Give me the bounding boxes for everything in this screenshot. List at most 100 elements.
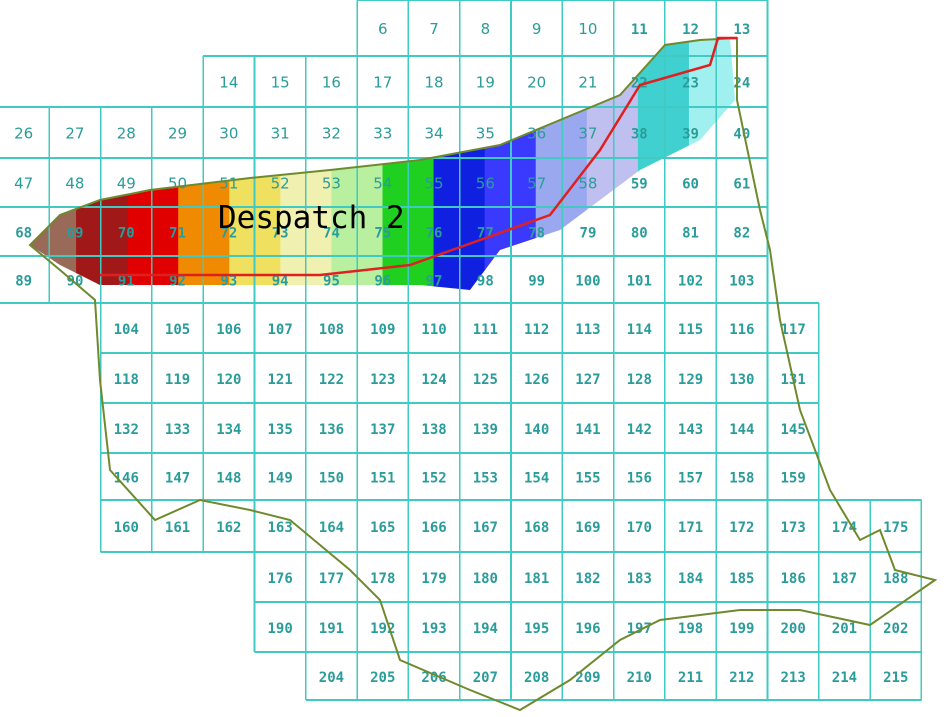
- grid-cell-label: 76: [426, 226, 443, 242]
- grid-cell-label: 206: [421, 670, 446, 686]
- grid-cell-label: 147: [165, 471, 190, 487]
- grid-cell-label: 126: [524, 372, 549, 388]
- grid-cell-label: 196: [575, 621, 600, 637]
- grid-cell-label: 175: [883, 520, 908, 536]
- grid-cell-label: 114: [627, 322, 652, 338]
- grid-cell-label: 112: [524, 322, 549, 338]
- grid-cell-label: 120: [216, 372, 241, 388]
- grid-cell-label: 183: [627, 571, 652, 587]
- grid-cell-label: 168: [524, 520, 549, 536]
- grid-cell-label: 116: [729, 322, 754, 338]
- grid-cell-label: 70: [118, 226, 135, 242]
- plume-band: [229, 38, 282, 290]
- grid-cell-label: 121: [268, 372, 293, 388]
- plume-band: [127, 38, 180, 290]
- grid-cell-label: 214: [832, 670, 857, 686]
- grid-cell-label: 89: [15, 274, 32, 290]
- grid-cell-label: 212: [729, 670, 754, 686]
- grid-cell-label: 16: [322, 74, 341, 92]
- grid-cell-label: 145: [781, 422, 806, 438]
- grid-cell-label: 23: [682, 76, 699, 92]
- grid-cell-label: 93: [220, 274, 237, 290]
- grid-cell-label: 27: [65, 125, 84, 143]
- grid-cell-label: 194: [473, 621, 498, 637]
- grid-cell-label: 69: [67, 226, 84, 242]
- grid-cell-label: 122: [319, 372, 344, 388]
- grid-cell-label: 139: [473, 422, 498, 438]
- grid-cell-label: 178: [370, 571, 395, 587]
- plume-band: [637, 38, 690, 290]
- grid-cell-label: 81: [682, 226, 699, 242]
- grid-cell-label: 133: [165, 422, 190, 438]
- grid-cell-label: 115: [678, 322, 703, 338]
- grid-cell-label: 55: [425, 175, 444, 193]
- grid-cell-label: 200: [781, 621, 806, 637]
- grid-cell-label: 71: [169, 226, 186, 242]
- grid-cell-label: 180: [473, 571, 498, 587]
- grid-cell-label: 164: [319, 520, 344, 536]
- grid-cell-label: 102: [678, 274, 703, 290]
- grid-cell-label: 195: [524, 621, 549, 637]
- grid-cell-label: 182: [575, 571, 600, 587]
- plume-band: [688, 38, 735, 290]
- grid-cell-label: 10: [578, 20, 597, 38]
- grid-cell-label: 184: [678, 571, 703, 587]
- grid-cell-label: 118: [114, 372, 139, 388]
- grid-cell-label: 80: [631, 226, 648, 242]
- grid-cell-label: 177: [319, 571, 344, 587]
- grid-cell-label: 161: [165, 520, 190, 536]
- grid-cell-label: 151: [370, 471, 395, 487]
- grid-cell-label: 98: [477, 274, 494, 290]
- grid-cell-label: 127: [575, 372, 600, 388]
- grid-cell-label: 123: [370, 372, 395, 388]
- grid-cell-label: 34: [425, 125, 444, 143]
- grid-cell-label: 8: [481, 20, 491, 38]
- grid-cell-label: 30: [219, 125, 238, 143]
- grid-cell-label: 36: [527, 125, 546, 143]
- grid-cell-label: 49: [117, 175, 136, 193]
- grid-cell-label: 100: [575, 274, 600, 290]
- grid-cell-label: 32: [322, 125, 341, 143]
- grid-cell-label: 31: [271, 125, 290, 143]
- grid-cell-label: 188: [883, 571, 908, 587]
- grid-cell-label: 60: [682, 177, 699, 193]
- grid-cell-label: 6: [378, 20, 388, 38]
- grid-cell-label: 187: [832, 571, 857, 587]
- grid-cell-label: 204: [319, 670, 344, 686]
- grid-cell-label: 154: [524, 471, 549, 487]
- grid-cell-label: 24: [733, 76, 750, 92]
- grid-cell-label: 198: [678, 621, 703, 637]
- grid-cell-label: 18: [425, 74, 444, 92]
- grid-cell-label: 104: [114, 322, 139, 338]
- grid-cell-label: 186: [781, 571, 806, 587]
- grid-cell-label: 52: [271, 175, 290, 193]
- grid-cell-label: 59: [631, 177, 648, 193]
- grid-cell-label: 74: [323, 226, 340, 242]
- grid-cell-label: 143: [678, 422, 703, 438]
- grid-cell-label: 97: [426, 274, 443, 290]
- grid-cell-label: 57: [527, 175, 546, 193]
- grid-cell-label: 15: [271, 74, 290, 92]
- grid-cell-label: 129: [678, 372, 703, 388]
- grid-cell-label: 51: [219, 175, 238, 193]
- grid-cell-label: 205: [370, 670, 395, 686]
- grid-cell-label: 191: [319, 621, 344, 637]
- grid-cell-label: 58: [578, 175, 597, 193]
- grid-cell-label: 209: [575, 670, 600, 686]
- grid-cell-label: 150: [319, 471, 344, 487]
- grid-cell-label: 193: [421, 621, 446, 637]
- grid-cell-label: 125: [473, 372, 498, 388]
- grid-cell-label: 165: [370, 520, 395, 536]
- grid-cell-label: 179: [421, 571, 446, 587]
- grid-cell-label: 137: [370, 422, 395, 438]
- plume-band: [30, 38, 78, 290]
- grid-cell-label: 132: [114, 422, 139, 438]
- grid-cell-label: 103: [729, 274, 754, 290]
- grid-cell-label: 163: [268, 520, 293, 536]
- grid-cell-label: 166: [421, 520, 446, 536]
- grid-cell-label: 156: [627, 471, 652, 487]
- grid-cell-label: 9: [532, 20, 542, 38]
- grid-cell-label: 33: [373, 125, 392, 143]
